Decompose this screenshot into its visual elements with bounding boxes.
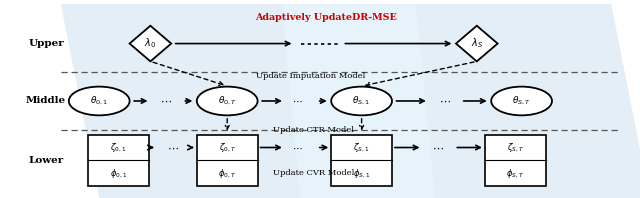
FancyBboxPatch shape xyxy=(485,135,545,186)
Text: $\phi_{0,T}$: $\phi_{0,T}$ xyxy=(218,167,236,180)
Ellipse shape xyxy=(492,87,552,115)
FancyBboxPatch shape xyxy=(332,135,392,186)
Text: $\cdots$: $\cdots$ xyxy=(439,96,451,106)
Polygon shape xyxy=(61,4,640,198)
Text: Lower: Lower xyxy=(28,156,64,165)
Text: Adaptively UpdateDR-MSE: Adaptively UpdateDR-MSE xyxy=(255,13,397,22)
Text: $\cdots$: $\cdots$ xyxy=(292,143,303,152)
Text: $\lambda_0$: $\lambda_0$ xyxy=(145,37,156,50)
Text: $\lambda_S$: $\lambda_S$ xyxy=(470,37,483,50)
Polygon shape xyxy=(282,4,435,198)
Text: $\cdots$: $\cdots$ xyxy=(433,143,444,152)
Text: $\theta_{0,1}$: $\theta_{0,1}$ xyxy=(90,95,108,107)
Text: Update Imputation Model: Update Imputation Model xyxy=(256,72,365,80)
Text: $\theta_{S,1}$: $\theta_{S,1}$ xyxy=(353,95,371,107)
Text: $\phi_{S,T}$: $\phi_{S,T}$ xyxy=(506,167,524,180)
Polygon shape xyxy=(456,26,498,61)
Text: $\cdots$: $\cdots$ xyxy=(161,96,172,106)
Text: $\phi_{S,1}$: $\phi_{S,1}$ xyxy=(353,167,371,180)
Text: Middle: Middle xyxy=(26,96,66,106)
Polygon shape xyxy=(129,26,172,61)
Text: $\phi_{0,1}$: $\phi_{0,1}$ xyxy=(109,167,127,180)
Text: Upper: Upper xyxy=(28,39,64,48)
Text: $\theta_{0,T}$: $\theta_{0,T}$ xyxy=(218,95,237,107)
Text: Update CVR Model: Update CVR Model xyxy=(273,169,355,177)
Text: $\zeta_{0,T}$: $\zeta_{0,T}$ xyxy=(218,141,236,154)
Text: $\zeta_{S,1}$: $\zeta_{S,1}$ xyxy=(353,141,370,154)
Text: $\zeta_{0,1}$: $\zeta_{0,1}$ xyxy=(110,141,127,154)
Text: $\zeta_{S,T}$: $\zeta_{S,T}$ xyxy=(506,141,524,154)
Ellipse shape xyxy=(197,87,257,115)
FancyBboxPatch shape xyxy=(197,135,257,186)
Ellipse shape xyxy=(69,87,129,115)
Ellipse shape xyxy=(332,87,392,115)
Text: $\cdots$: $\cdots$ xyxy=(292,96,303,106)
Text: Update CTR Model: Update CTR Model xyxy=(273,126,354,134)
Text: $\cdots$: $\cdots$ xyxy=(167,143,179,152)
FancyBboxPatch shape xyxy=(88,135,149,186)
Text: $\theta_{S,T}$: $\theta_{S,T}$ xyxy=(512,95,531,107)
